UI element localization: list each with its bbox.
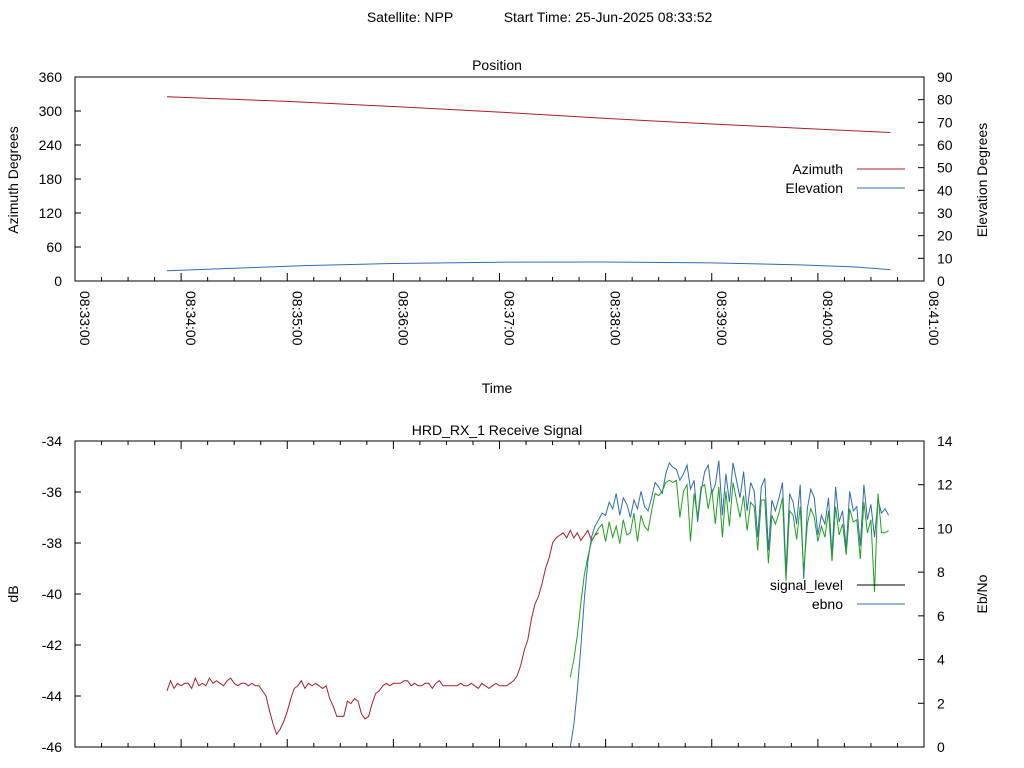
series-line-ebno [569,460,890,748]
y2-tick-label: 6 [937,608,945,624]
series-line-Elevation [166,261,891,272]
y-tick-label: -36 [42,484,62,500]
y2-tick-label: 80 [937,92,953,108]
y-tick-label: -46 [42,739,62,755]
legend-label-signal_level: signal_level [770,577,843,593]
position-plot-frame [74,76,925,282]
x-tick-label: 08:40:00 [820,291,836,346]
y2-tick-label: 2 [937,695,945,711]
x-tick-label: 08:39:00 [714,291,730,346]
x-tick-label: 08:35:00 [289,291,305,346]
y2-tick-label: 90 [937,69,953,85]
legend-label-Elevation: Elevation [785,180,843,196]
signal-y2-axis-label: Eb/No [974,574,990,613]
position-chart-title: Position [472,57,522,73]
signal-y-axis-label: dB [5,585,21,602]
series-line-series-2 [569,479,889,678]
series-line-signal_level [166,529,599,736]
satellite-label: Satellite: NPP [367,9,453,25]
x-tick-label: 08:33:00 [77,291,93,346]
x-tick-label: 08:41:00 [926,291,942,346]
series-line-Azimuth [166,96,891,133]
y-tick-label: 120 [39,205,63,221]
x-tick-label: 08:37:00 [502,291,518,346]
position-y-axis-label: Azimuth Degrees [5,126,21,233]
legend-label-ebno: ebno [812,596,843,612]
y-tick-label: 0 [54,273,62,289]
y-tick-label: 300 [39,103,63,119]
signal-plot-frame [74,440,925,748]
position-x-axis-label: Time [482,380,513,396]
y-tick-label: -44 [42,688,62,704]
y2-tick-label: 30 [937,205,953,221]
y2-tick-label: 0 [937,273,945,289]
y2-tick-label: 20 [937,228,953,244]
y2-tick-label: 10 [937,250,953,266]
y2-tick-label: 10 [937,520,953,536]
start-time-label: Start Time: 25-Jun-2025 08:33:52 [504,9,713,25]
y2-tick-label: 12 [937,477,953,493]
y-tick-label: 60 [46,239,62,255]
y2-tick-label: 60 [937,137,953,153]
y2-tick-label: 14 [937,433,953,449]
x-tick-label: 08:34:00 [183,291,199,346]
y2-tick-label: 4 [937,652,945,668]
y2-tick-label: 40 [937,182,953,198]
y-tick-label: -40 [42,586,62,602]
y-tick-label: 180 [39,171,63,187]
signal-chart-title: HRD_RX_1 Receive Signal [412,422,582,438]
y2-tick-label: 0 [937,739,945,755]
x-tick-label: 08:36:00 [395,291,411,346]
receive-signal-chart: HRD_RX_1 Receive Signal dB Eb/No -46 -44 -… [5,422,990,755]
y-tick-label: 240 [39,137,63,153]
position-y2-axis-label: Elevation Degrees [974,123,990,237]
y-tick-label: -34 [42,433,62,449]
y-tick-label: 360 [39,69,63,85]
y2-tick-label: 8 [937,564,945,580]
x-tick-label: 08:38:00 [608,291,624,346]
y-tick-label: -38 [42,535,62,551]
y-tick-label: -42 [42,637,62,653]
y2-tick-label: 50 [937,160,953,176]
y2-tick-label: 70 [937,114,953,130]
legend-label-Azimuth: Azimuth [792,161,843,177]
position-chart: Position Time Azimuth Degrees Elevation … [5,57,990,396]
